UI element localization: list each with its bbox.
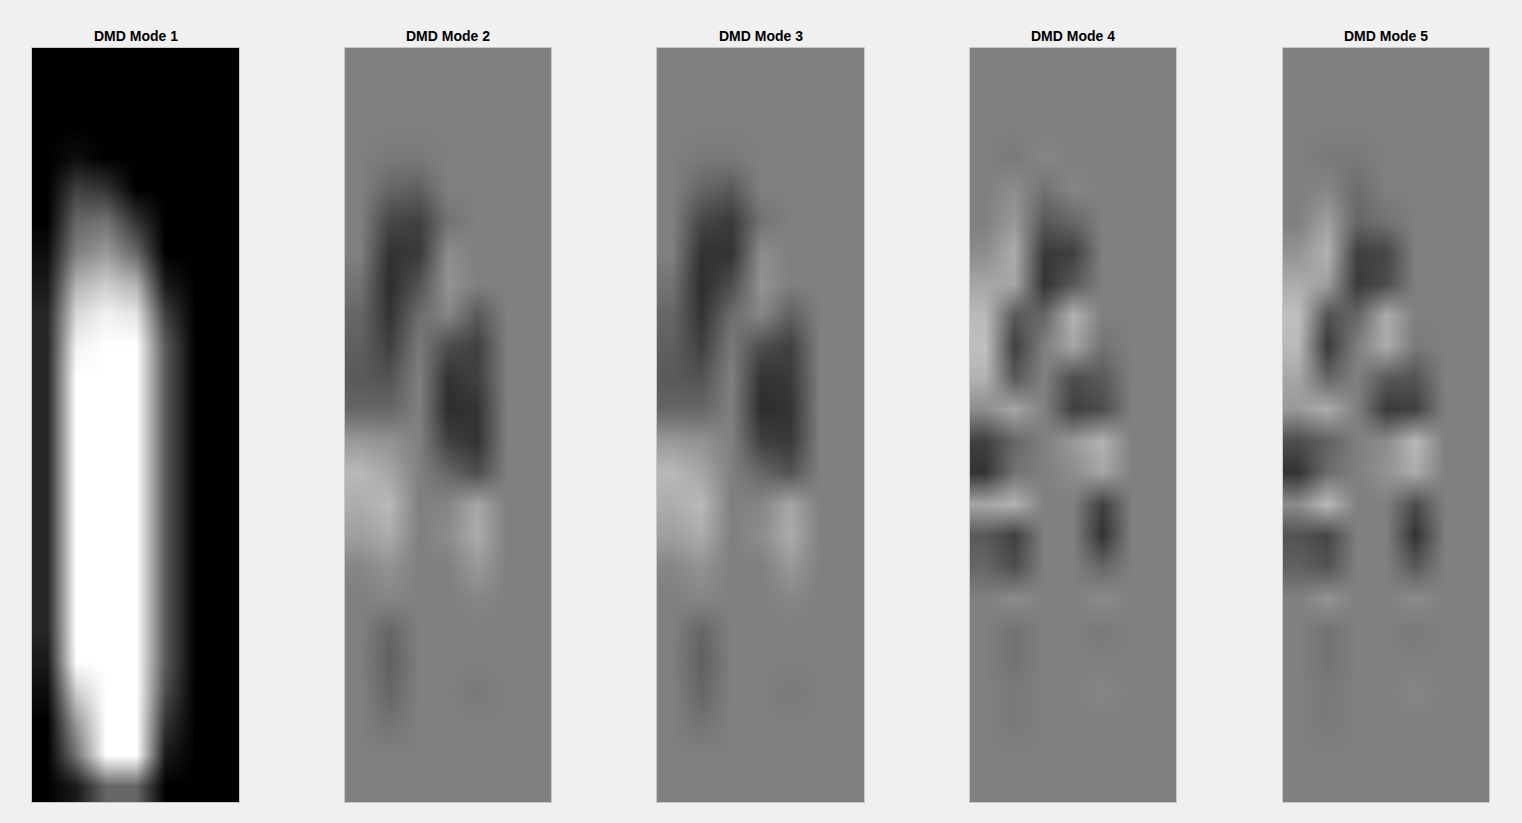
svg-text:DMD Mode 2: DMD Mode 2 <box>406 28 490 44</box>
svg-text:DMD Mode 1: DMD Mode 1 <box>94 28 178 44</box>
svg-text:DMD Mode 5: DMD Mode 5 <box>1344 28 1428 44</box>
svg-text:DMD Mode 3: DMD Mode 3 <box>719 28 803 44</box>
svg-text:DMD Mode 4: DMD Mode 4 <box>1031 28 1115 44</box>
